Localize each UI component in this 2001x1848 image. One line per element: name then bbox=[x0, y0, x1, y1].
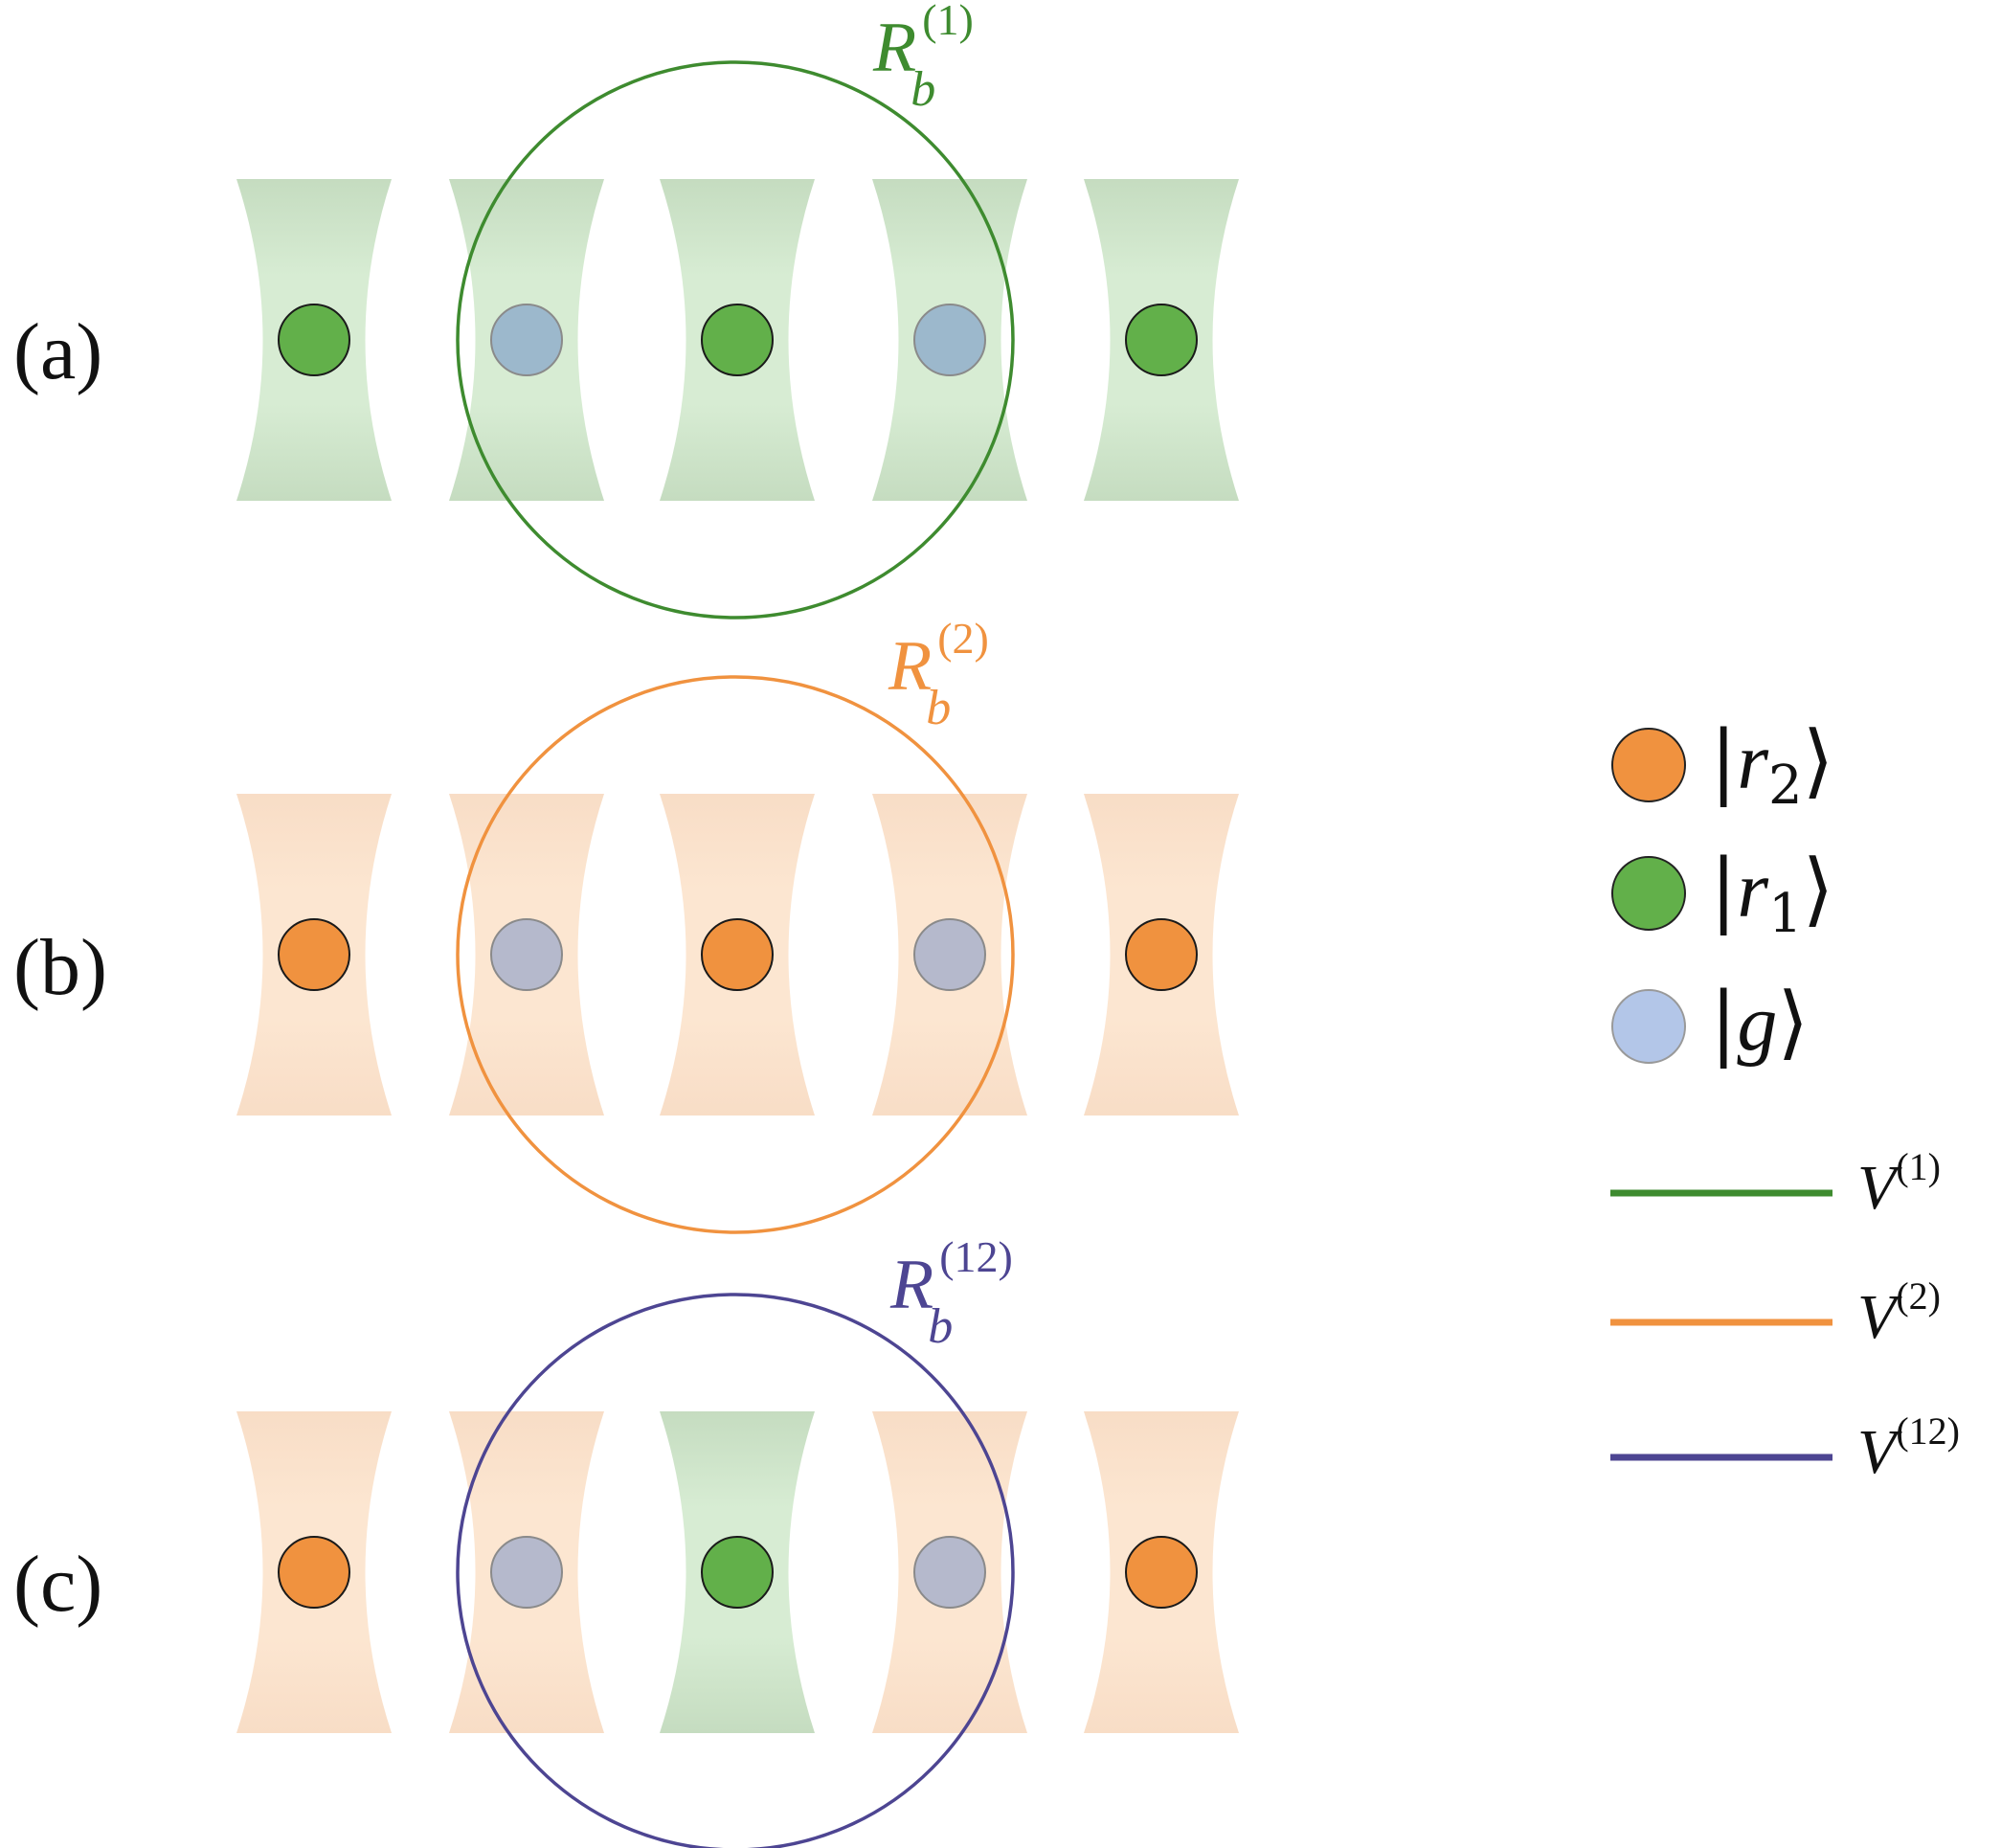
legend-label-v1: V(1) bbox=[1857, 1145, 1941, 1223]
legend-label-r2: |r2⟩ bbox=[1710, 713, 1833, 817]
legend-swatch-g bbox=[1611, 989, 1686, 1064]
legend-label-v12: V(12) bbox=[1857, 1409, 1960, 1487]
panel-label-b: (b) bbox=[13, 923, 107, 1012]
blockade-circle-a bbox=[456, 60, 1015, 620]
atom-r2 bbox=[278, 918, 350, 991]
panel-a bbox=[236, 60, 1239, 620]
legend-label-g: |g⟩ bbox=[1710, 975, 1809, 1069]
panel-label-c: (c) bbox=[13, 1540, 102, 1629]
atom-r1 bbox=[1125, 304, 1198, 376]
panel-b bbox=[236, 675, 1239, 1234]
atom-r1 bbox=[278, 304, 350, 376]
atom-r2 bbox=[1125, 1536, 1198, 1609]
atom-r2 bbox=[278, 1536, 350, 1609]
atom-r1 bbox=[701, 304, 774, 376]
atom-g bbox=[913, 1536, 986, 1609]
atom-r2 bbox=[1125, 918, 1198, 991]
legend-label-v2: V(2) bbox=[1857, 1274, 1941, 1352]
atom-g bbox=[913, 304, 986, 376]
legend-label-r1: |r1⟩ bbox=[1710, 842, 1833, 945]
legend-swatch-r2 bbox=[1611, 728, 1686, 802]
atom-g bbox=[490, 1536, 563, 1609]
legend: |r2⟩ |r1⟩ |g⟩ V(1) V(2) V(12) bbox=[1610, 713, 1960, 1487]
panel-c bbox=[236, 1293, 1239, 1848]
panel-label-a: (a) bbox=[13, 307, 102, 396]
panels bbox=[236, 60, 1239, 1848]
atom-r2 bbox=[701, 918, 774, 991]
atom-g bbox=[490, 918, 563, 991]
atom-g bbox=[490, 304, 563, 376]
legend-swatch-r1 bbox=[1611, 856, 1686, 931]
atom-r1 bbox=[701, 1536, 774, 1609]
blockade-circle-b bbox=[456, 675, 1015, 1234]
blockade-circle-c bbox=[456, 1293, 1015, 1848]
atom-g bbox=[913, 918, 986, 991]
